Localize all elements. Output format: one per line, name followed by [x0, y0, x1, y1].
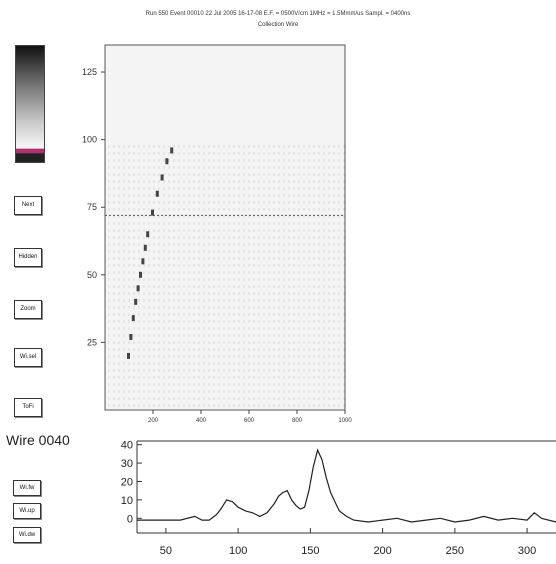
x-tick-label: 250	[446, 545, 464, 557]
color-scale-bar	[15, 45, 45, 163]
waveform-y-ticks: 0 10 20 30 40	[121, 440, 142, 525]
track-hit	[134, 298, 138, 305]
x-tick-label: 600	[244, 418, 255, 424]
x-tick-label: 800	[292, 418, 303, 424]
wire-down-button[interactable]: Wi.dw	[13, 527, 41, 543]
y-tick-label: 40	[121, 440, 133, 452]
wire-up-button[interactable]: Wi.up	[13, 503, 41, 519]
waveform-frame	[136, 440, 556, 534]
track-hit	[129, 334, 133, 340]
x-tick-label: 150	[301, 545, 319, 557]
y-tick-label: 125	[82, 67, 97, 77]
track-hit	[127, 352, 130, 359]
x-tick-label: 200	[148, 418, 159, 424]
track-hit	[151, 209, 154, 216]
waveform-x-ticks: 50 100 150 200 250 300	[160, 528, 536, 557]
track-hit	[131, 315, 135, 322]
x-tick-label: 400	[196, 418, 207, 424]
x-tick-label: 100	[229, 545, 247, 557]
track-hit	[141, 258, 145, 265]
track-hit	[160, 174, 164, 181]
track-hit	[143, 244, 147, 251]
wire-forward-button[interactable]: Wi.fw	[13, 480, 41, 496]
wire-label: Wire 0040	[6, 432, 70, 448]
to-file-button[interactable]: ToFi	[14, 398, 42, 417]
heatmap-grid	[105, 145, 345, 408]
zoom-button[interactable]: Zoom	[14, 300, 42, 319]
x-tick-label: 1000	[338, 418, 352, 424]
collection-wire-display[interactable]: 25 50 75 100 125 200 400 600 800 1000	[60, 40, 360, 435]
y-tick-label: 25	[87, 337, 97, 347]
heatmap-track	[127, 147, 174, 359]
y-tick-label: 100	[82, 135, 97, 145]
track-hit	[146, 231, 150, 238]
track-hit	[155, 190, 159, 197]
heatmap-background	[104, 44, 346, 411]
heatmap-y-ticks: 25 50 75 100 125	[82, 67, 105, 347]
waveform-series-line	[137, 448, 556, 523]
x-tick-label: 200	[373, 545, 391, 557]
y-tick-label: 30	[121, 458, 133, 470]
y-tick-label: 75	[87, 202, 97, 212]
x-tick-label: 300	[518, 545, 536, 557]
track-hit	[170, 147, 174, 154]
track-hit	[136, 285, 140, 292]
next-button[interactable]: Next	[14, 196, 42, 215]
track-hit	[139, 271, 142, 278]
track-hit	[165, 158, 169, 165]
x-tick-label: 50	[160, 545, 172, 557]
event-header: Run 550 Event 00010 22 Jul 2005 16-17-08…	[145, 11, 411, 17]
hidden-button[interactable]: Hidden	[14, 248, 42, 267]
y-tick-label: 10	[121, 495, 133, 507]
y-tick-label: 20	[121, 476, 133, 488]
y-tick-label: 0	[127, 513, 133, 525]
heatmap-x-ticks: 200 400 600 800 1000	[148, 410, 352, 424]
y-tick-label: 50	[87, 270, 97, 280]
view-subtitle: Collection Wire	[257, 22, 299, 28]
wire-waveform-plot: 0 10 20 30 40 50 100 150 200 250 300	[121, 440, 556, 557]
wire-select-button[interactable]: Wi.sel	[14, 348, 42, 367]
